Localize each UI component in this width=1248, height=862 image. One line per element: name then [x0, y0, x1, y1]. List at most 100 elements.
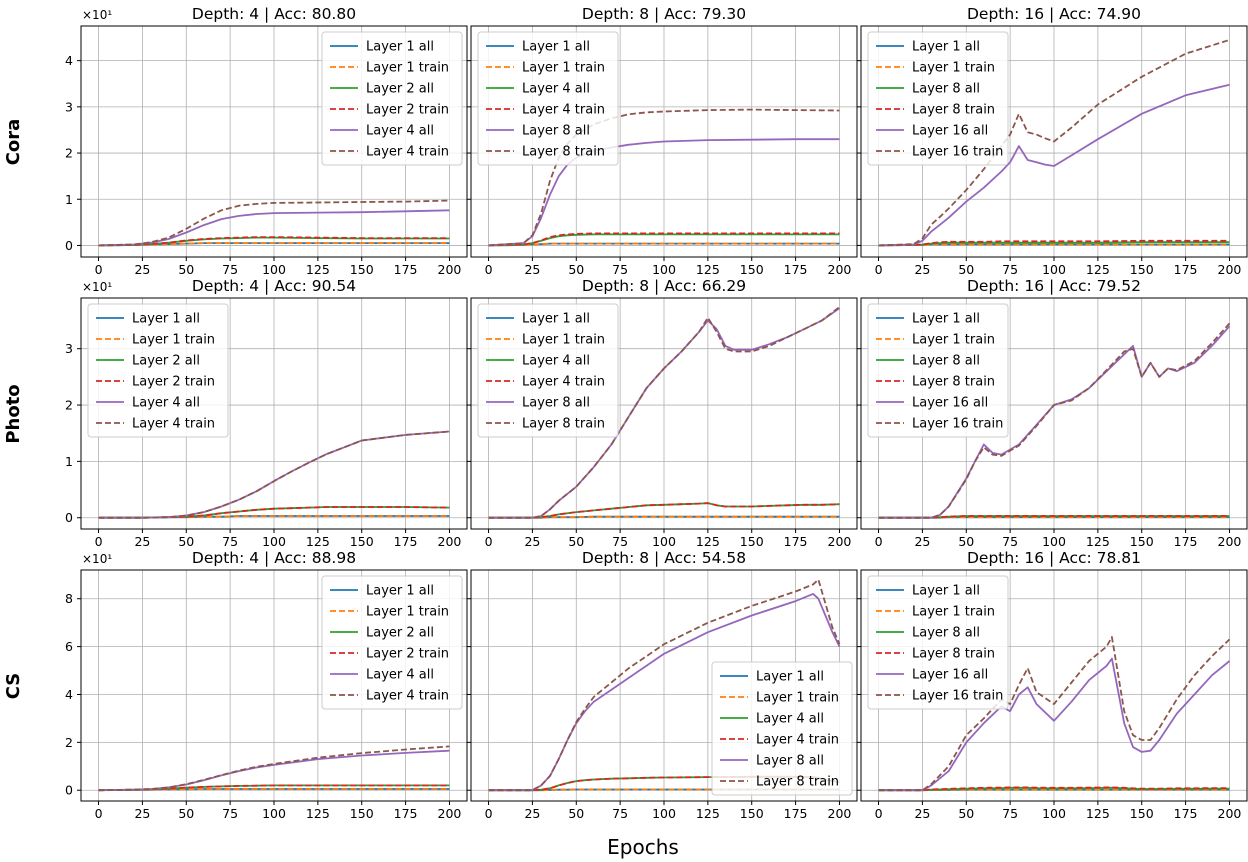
- x-tick-label: 0: [95, 262, 103, 277]
- legend-box: [87, 303, 229, 438]
- x-tick-label: 200: [1218, 534, 1242, 549]
- x-tick-label: 25: [914, 806, 930, 821]
- legend-label: Layer 1 all: [366, 40, 434, 55]
- legend-label: Layer 1 train: [522, 333, 605, 348]
- legend-label: Layer 8 all: [522, 124, 590, 139]
- subplot-photo-1: 0 25 50 75 100 125 150 175 200 Depth: 8 | Acc: 66…: [467, 277, 858, 549]
- subplot-title: Depth: 16 | Acc: 74.90: [967, 5, 1141, 23]
- legend-label: Layer 1 train: [366, 605, 449, 620]
- legend-label: Layer 4 train: [366, 145, 449, 160]
- y-tick-label: 3: [65, 99, 73, 114]
- x-tick-label: 125: [1086, 262, 1110, 277]
- y-tick-label: 3: [65, 341, 73, 356]
- subplot-title: Depth: 16 | Acc: 78.81: [967, 549, 1141, 567]
- series-line-layer-8-train: [488, 108, 840, 247]
- subplot-title: Depth: 16 | Acc: 79.52: [967, 277, 1141, 295]
- series-line-layer-2-train: [98, 506, 450, 519]
- legend-label: Layer 4 train: [132, 417, 215, 432]
- legend-label: Layer 8 train: [522, 417, 605, 432]
- legend-label: Layer 16 train: [912, 417, 1003, 432]
- series-line-layer-8-train: [488, 578, 841, 792]
- legend-label: Layer 4 all: [522, 354, 590, 369]
- legend-label: Layer 2 all: [132, 354, 200, 369]
- x-tick-label: 125: [696, 534, 720, 549]
- legend-label: Layer 2 all: [366, 82, 434, 97]
- x-tick-label: 0: [485, 534, 493, 549]
- legend-label: Layer 8 train: [912, 103, 995, 118]
- x-tick-label: 100: [652, 262, 676, 277]
- legend-label: Layer 16 all: [912, 124, 988, 139]
- series-line-layer-4-train: [488, 502, 840, 519]
- legend-label: Layer 8 train: [912, 647, 995, 662]
- legend-label: Layer 4 train: [522, 375, 605, 390]
- legend-label: Layer 1 train: [756, 691, 839, 706]
- series-line-layer-2-train: [98, 236, 450, 247]
- x-tick-label: 25: [524, 806, 540, 821]
- subplot-cora-0: 0 25 50 75 100 125 150 175 200 0 1 2 3 4 ×10¹ Depth: 4 …: [65, 5, 468, 277]
- series-line-layer-1-train: [878, 243, 1230, 247]
- x-tick-label: 175: [1174, 534, 1198, 549]
- x-tick-label: 125: [306, 534, 330, 549]
- legend-label: Layer 8 all: [756, 754, 824, 769]
- legend-label: Layer 16 all: [912, 396, 988, 411]
- x-tick-label: 75: [222, 262, 238, 277]
- y-tick-label: 2: [65, 398, 73, 413]
- x-tick-label: 0: [875, 806, 883, 821]
- x-tick-label: 175: [1174, 262, 1198, 277]
- legend-label: Layer 2 all: [366, 626, 434, 641]
- legend-label: Layer 2 train: [366, 647, 449, 662]
- series-group: [488, 108, 840, 247]
- y-tick-label: 8: [65, 591, 73, 606]
- legend-label: Layer 1 train: [366, 61, 449, 76]
- legend-label: Layer 1 train: [912, 605, 995, 620]
- series-line-layer-8-train: [878, 786, 1230, 792]
- legend: Layer 1 all Layer 1 train Layer 4 all Layer…: [477, 303, 619, 438]
- x-tick-label: 200: [1218, 806, 1242, 821]
- x-tick-label: 200: [438, 806, 462, 821]
- x-tick-label: 100: [262, 806, 286, 821]
- legend-label: Layer 2 train: [366, 103, 449, 118]
- legend-box: [867, 31, 1009, 166]
- x-tick-label: 0: [875, 262, 883, 277]
- y-tick-label: 4: [65, 687, 73, 702]
- legend-label: Layer 8 all: [912, 354, 980, 369]
- legend-box: [477, 303, 619, 438]
- x-tick-label: 100: [262, 262, 286, 277]
- legend: Layer 1 all Layer 1 train Layer 8 all Layer…: [867, 575, 1009, 710]
- x-tick-label: 150: [1130, 262, 1154, 277]
- legend-label: Layer 8 all: [912, 626, 980, 641]
- legend-label: Layer 8 train: [912, 375, 995, 390]
- series-line-layer-1-train: [488, 515, 840, 519]
- x-tick-label: 125: [1086, 806, 1110, 821]
- x-tick-label: 25: [134, 806, 150, 821]
- y-tick-label: 0: [65, 783, 73, 798]
- x-tick-label: 150: [740, 262, 764, 277]
- series-group: [98, 745, 450, 792]
- subplot-photo-2: 0 25 50 75 100 125 150 175 200 Depth: 16 | Acc: 7…: [857, 277, 1248, 549]
- x-tick-label: 100: [262, 534, 286, 549]
- x-tick-label: 75: [612, 262, 628, 277]
- legend-label: Layer 4 all: [366, 668, 434, 683]
- x-tick-label: 100: [652, 806, 676, 821]
- x-axis-label: Epochs: [607, 835, 679, 859]
- legend-label: Layer 4 train: [366, 689, 449, 704]
- legend-label: Layer 16 train: [912, 689, 1003, 704]
- series-line-layer-16-train: [878, 322, 1231, 519]
- x-tick-label: 200: [828, 534, 852, 549]
- legend-label: Layer 1 train: [132, 333, 215, 348]
- subplot-cs-1: 0 25 50 75 100 125 150 175 200 Depth: 8 | Acc: 54…: [467, 549, 858, 821]
- x-tick-label: 125: [696, 262, 720, 277]
- series-line-layer-4-train: [98, 745, 450, 792]
- x-tick-label: 75: [1002, 806, 1018, 821]
- x-tick-label: 100: [652, 534, 676, 549]
- x-tick-label: 200: [438, 534, 462, 549]
- series-line-layer-1-train: [488, 242, 840, 247]
- x-tick-label: 150: [350, 534, 374, 549]
- legend-label: Layer 1 all: [366, 584, 434, 599]
- x-tick-label: 50: [958, 534, 974, 549]
- x-tick-label: 25: [914, 534, 930, 549]
- series-group: [878, 39, 1230, 247]
- x-tick-label: 125: [1086, 534, 1110, 549]
- legend-label: Layer 1 all: [912, 40, 980, 55]
- x-tick-label: 150: [350, 262, 374, 277]
